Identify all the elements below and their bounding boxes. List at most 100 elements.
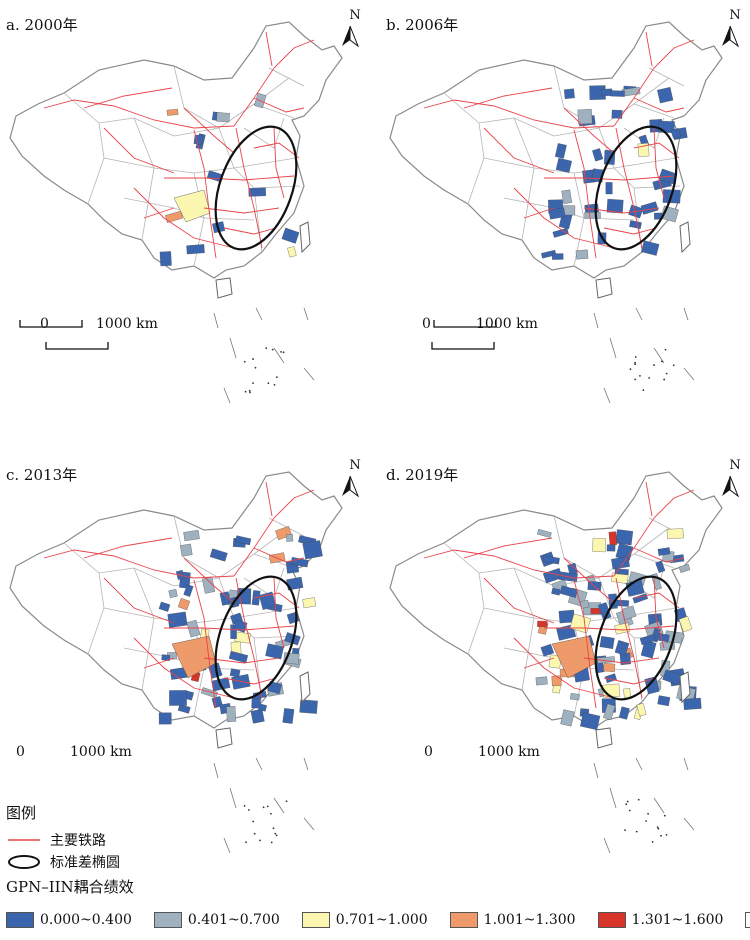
city-polygon: [639, 633, 657, 646]
city-polygon: [559, 585, 578, 598]
country-outline: [9, 471, 343, 729]
legend-class: 1.301~1.600: [597, 912, 723, 928]
railway-line: [223, 677, 277, 685]
railway-line-icon: [8, 839, 40, 841]
province-boundary: [173, 527, 290, 587]
taiwan-island: [299, 671, 311, 704]
province-boundary: [613, 157, 677, 169]
railway-line: [103, 127, 175, 174]
legend-ellipse: 标准差椭圆: [6, 852, 120, 872]
railway-line: [203, 657, 280, 664]
south-sea-island: [625, 803, 628, 806]
city-polygon: [552, 253, 564, 260]
city-polygon: [282, 708, 295, 724]
legend-class: 0.000~0.400: [6, 912, 132, 928]
railway-line: [633, 142, 680, 159]
south-sea-dashline: [213, 757, 315, 854]
legend-classes: 0.000~0.400 0.401~0.700 0.701~1.000 1.00…: [6, 900, 750, 940]
city-polygon: [603, 663, 616, 672]
railway-line: [265, 31, 273, 67]
city-polygon: [592, 537, 606, 553]
railway-line: [83, 537, 173, 559]
south-sea-island: [243, 360, 246, 363]
city-polygon: [186, 244, 205, 255]
railway-line: [164, 625, 295, 631]
railway-line: [523, 207, 555, 219]
north-arrow-label: N: [349, 8, 361, 23]
panel-title: c. 2013年: [6, 466, 78, 484]
city-polygon: [299, 699, 318, 714]
south-sea-island: [648, 377, 651, 379]
scale-zero: 0: [40, 316, 49, 332]
railway-line: [133, 637, 235, 699]
south-sea-island: [252, 358, 254, 360]
railway-line: [463, 537, 553, 559]
province-boundary: [443, 92, 555, 137]
province-boundary: [443, 542, 555, 587]
city-polygon: [281, 227, 300, 244]
south-sea-island: [282, 351, 285, 354]
scale-zero: 0: [422, 316, 431, 332]
north-arrow-label: N: [349, 458, 361, 473]
city-polygon: [219, 591, 232, 606]
china-map: [389, 471, 740, 854]
city-polygon: [168, 589, 178, 598]
city-polygon: [563, 88, 575, 99]
railway-line: [233, 39, 315, 127]
city-polygon: [551, 675, 562, 687]
city-polygon: [258, 703, 267, 712]
city-polygon: [666, 528, 684, 540]
city-polygon: [535, 676, 548, 686]
railway-line: [193, 129, 217, 259]
city-polygon: [230, 624, 237, 639]
city-polygon: [235, 535, 252, 546]
north-arrow-label: N: [729, 458, 741, 473]
south-sea-island: [639, 374, 641, 377]
province-boundary: [103, 607, 155, 619]
class-label: 0.000~0.400: [40, 912, 132, 928]
class-swatch: [449, 912, 478, 928]
city-polygon: [580, 712, 601, 731]
map-panel-2000: a. 2000年 N 0 1000 km: [0, 0, 370, 430]
class-swatch: [745, 912, 750, 928]
railway-line: [223, 227, 277, 235]
city-polygon: [158, 601, 171, 612]
country-outline: [9, 21, 343, 279]
scale-label: 1000 km: [476, 316, 538, 332]
south-sea-island: [265, 347, 268, 349]
railway-line: [164, 175, 295, 181]
city-polygon: [561, 189, 573, 205]
panel-title: d. 2019年: [386, 466, 459, 484]
map-panel-2013: c. 2013年 N 0 1000 km: [0, 320, 370, 880]
province-boundary: [633, 103, 675, 119]
city-polygon: [551, 587, 561, 596]
map-group: [389, 471, 723, 854]
city-polygon: [302, 540, 323, 560]
city-polygon: [302, 597, 317, 609]
railway-line: [273, 577, 285, 649]
railway-line: [273, 127, 285, 199]
south-sea-island: [249, 391, 251, 394]
south-sea-island: [285, 800, 288, 803]
province-boundary: [233, 607, 297, 619]
province-boundary: [483, 157, 535, 169]
railway-line: [483, 577, 555, 624]
south-sea-island: [629, 368, 632, 371]
railway-line: [523, 657, 555, 669]
south-sea-island: [651, 840, 654, 843]
scale-bar-line: [45, 342, 109, 350]
south-sea-island: [245, 841, 247, 844]
taiwan-island: [679, 221, 691, 254]
south-sea-island: [624, 829, 626, 832]
legend-title: 图例: [6, 804, 37, 822]
south-sea-island: [665, 833, 668, 836]
railway-line: [83, 87, 173, 109]
scale-bar-line: [431, 342, 495, 350]
country-outline: [389, 471, 723, 729]
legend-railway-label: 主要铁路: [50, 833, 106, 849]
city-polygon: [287, 246, 297, 258]
city-polygon: [551, 579, 568, 592]
south-sea-island: [248, 389, 251, 392]
railway-line: [183, 107, 235, 154]
railway-line: [203, 207, 280, 214]
